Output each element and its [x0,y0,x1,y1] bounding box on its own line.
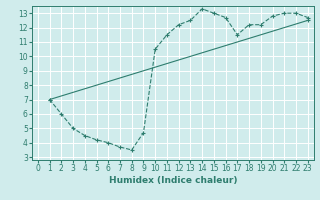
X-axis label: Humidex (Indice chaleur): Humidex (Indice chaleur) [108,176,237,185]
